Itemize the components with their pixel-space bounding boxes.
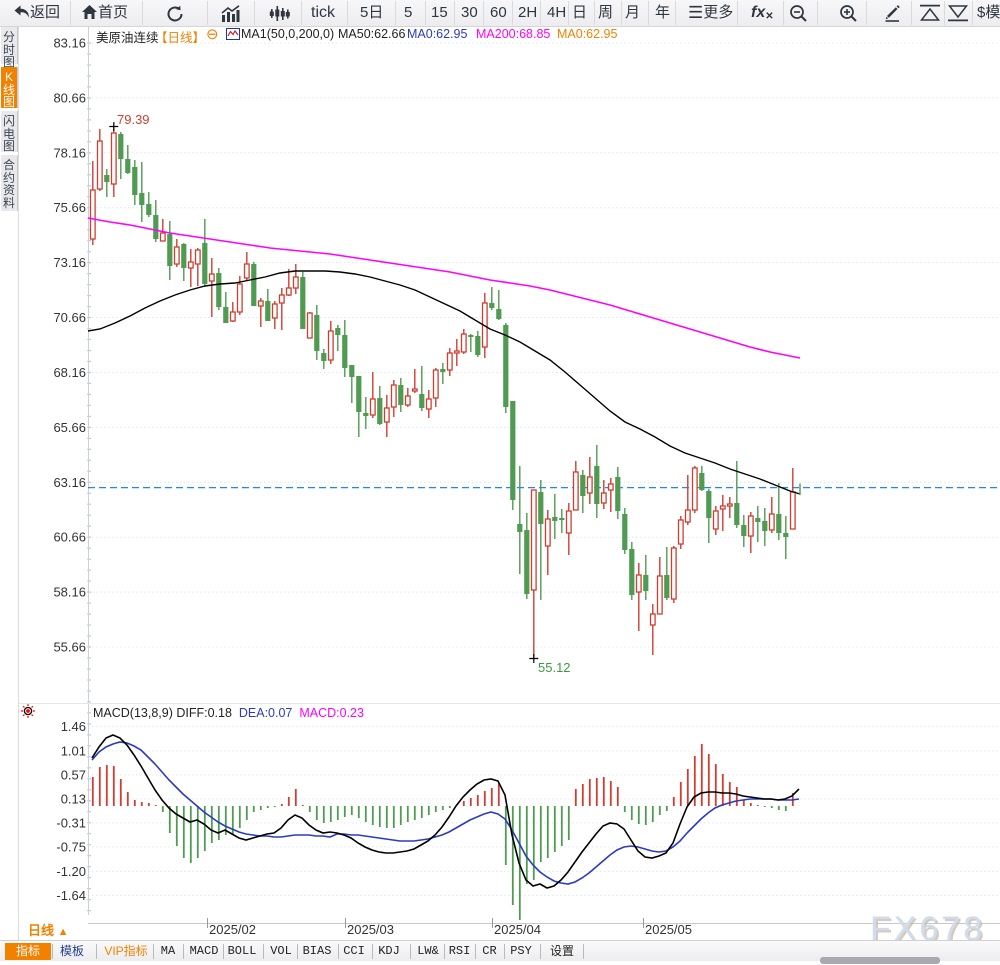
- svg-text:58.16: 58.16: [53, 585, 86, 600]
- svg-text:83.16: 83.16: [53, 36, 86, 51]
- svg-text:65.66: 65.66: [53, 420, 86, 435]
- svg-text:80.66: 80.66: [53, 90, 86, 105]
- svg-text:2025/04: 2025/04: [494, 922, 541, 937]
- svg-text:75.66: 75.66: [53, 200, 86, 215]
- svg-text:55.66: 55.66: [53, 640, 86, 655]
- svg-text:70.66: 70.66: [53, 310, 86, 325]
- svg-text:2025/05: 2025/05: [645, 922, 692, 937]
- svg-text:0.13: 0.13: [61, 791, 86, 806]
- svg-text:60.66: 60.66: [53, 530, 86, 545]
- svg-text:-0.75: -0.75: [56, 839, 86, 854]
- svg-text:1.46: 1.46: [61, 719, 86, 734]
- svg-text:1.01: 1.01: [61, 743, 86, 758]
- svg-text:-1.64: -1.64: [56, 888, 86, 903]
- svg-text:78.16: 78.16: [53, 145, 86, 160]
- svg-text:2025/03: 2025/03: [347, 922, 394, 937]
- svg-text:73.16: 73.16: [53, 255, 86, 270]
- svg-text:2025/02: 2025/02: [209, 922, 256, 937]
- svg-text:-0.31: -0.31: [56, 815, 86, 830]
- svg-text:0.57: 0.57: [61, 767, 86, 782]
- svg-text:79.39: 79.39: [117, 112, 150, 127]
- svg-text:68.16: 68.16: [53, 365, 86, 380]
- svg-text:63.16: 63.16: [53, 475, 86, 490]
- svg-text:-1.20: -1.20: [56, 864, 86, 879]
- svg-text:55.12: 55.12: [538, 660, 571, 675]
